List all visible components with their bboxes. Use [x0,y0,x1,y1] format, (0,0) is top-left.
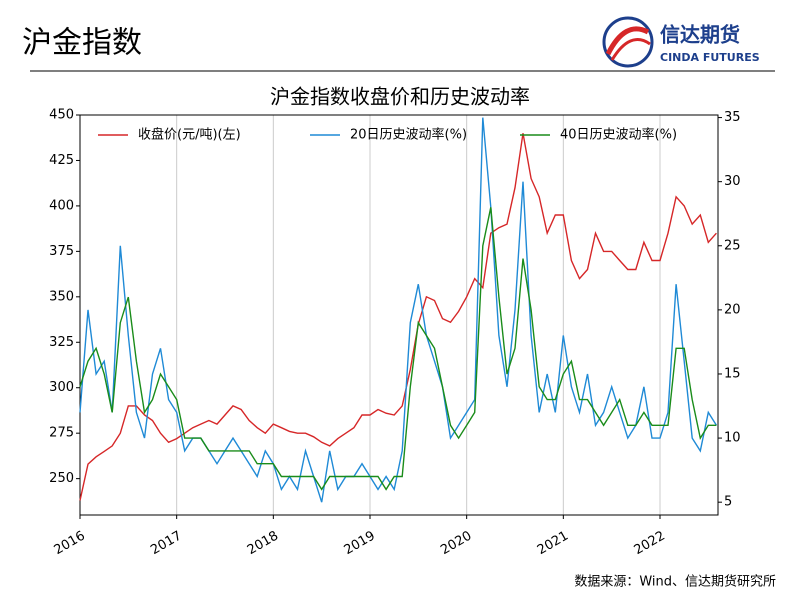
logo: 信达期货 CINDA FUTURES [602,16,760,68]
y2-tick-label: 20 [724,302,741,317]
x-tick-label: 2018 [245,529,281,559]
header-title: 沪金指数 [22,26,142,61]
logo-swoosh [605,26,650,56]
source: 数据来源：Wind、信达期货研究所 [574,574,776,590]
y-tick-label: 425 [49,153,74,168]
y-tick-label: 300 [49,380,74,395]
legend-label: 40日历史波动率(%) [560,127,677,143]
y2-tick-label: 10 [724,431,741,446]
y-tick-label: 325 [49,335,74,350]
series-line [79,117,717,503]
x-tick-label: 2016 [52,529,88,559]
y2-tick-label: 30 [724,174,741,189]
logo-cn: 信达期货 [660,23,740,47]
y-tick-label: 450 [49,108,74,123]
y2-tick-label: 35 [724,110,741,125]
chart-title: 沪金指数收盘价和历史波动率 [270,85,530,109]
y-tick-label: 400 [49,198,74,213]
logo-en: CINDA FUTURES [660,51,760,64]
series-line [79,207,717,491]
y-tick-label: 250 [49,471,74,486]
y2-tick-label: 15 [724,366,741,381]
y-tick-label: 375 [49,244,74,259]
x-tick-label: 2020 [438,529,474,559]
x-tick-label: 2021 [535,529,571,559]
legend-label: 收盘价(元/吨)(左) [138,127,241,143]
y-tick-label: 350 [49,289,74,304]
series-line [79,133,717,501]
plot-frame [79,114,719,516]
legend-label: 20日历史波动率(%) [350,127,467,143]
x-tick-label: 2019 [342,529,378,559]
y2-tick-label: 25 [724,238,741,253]
y-tick-label: 275 [49,426,74,441]
y2-tick-label: 5 [724,495,732,510]
x-tick-label: 2017 [148,529,184,559]
x-tick-label: 2022 [632,529,668,559]
logo-swoosh [610,38,651,61]
